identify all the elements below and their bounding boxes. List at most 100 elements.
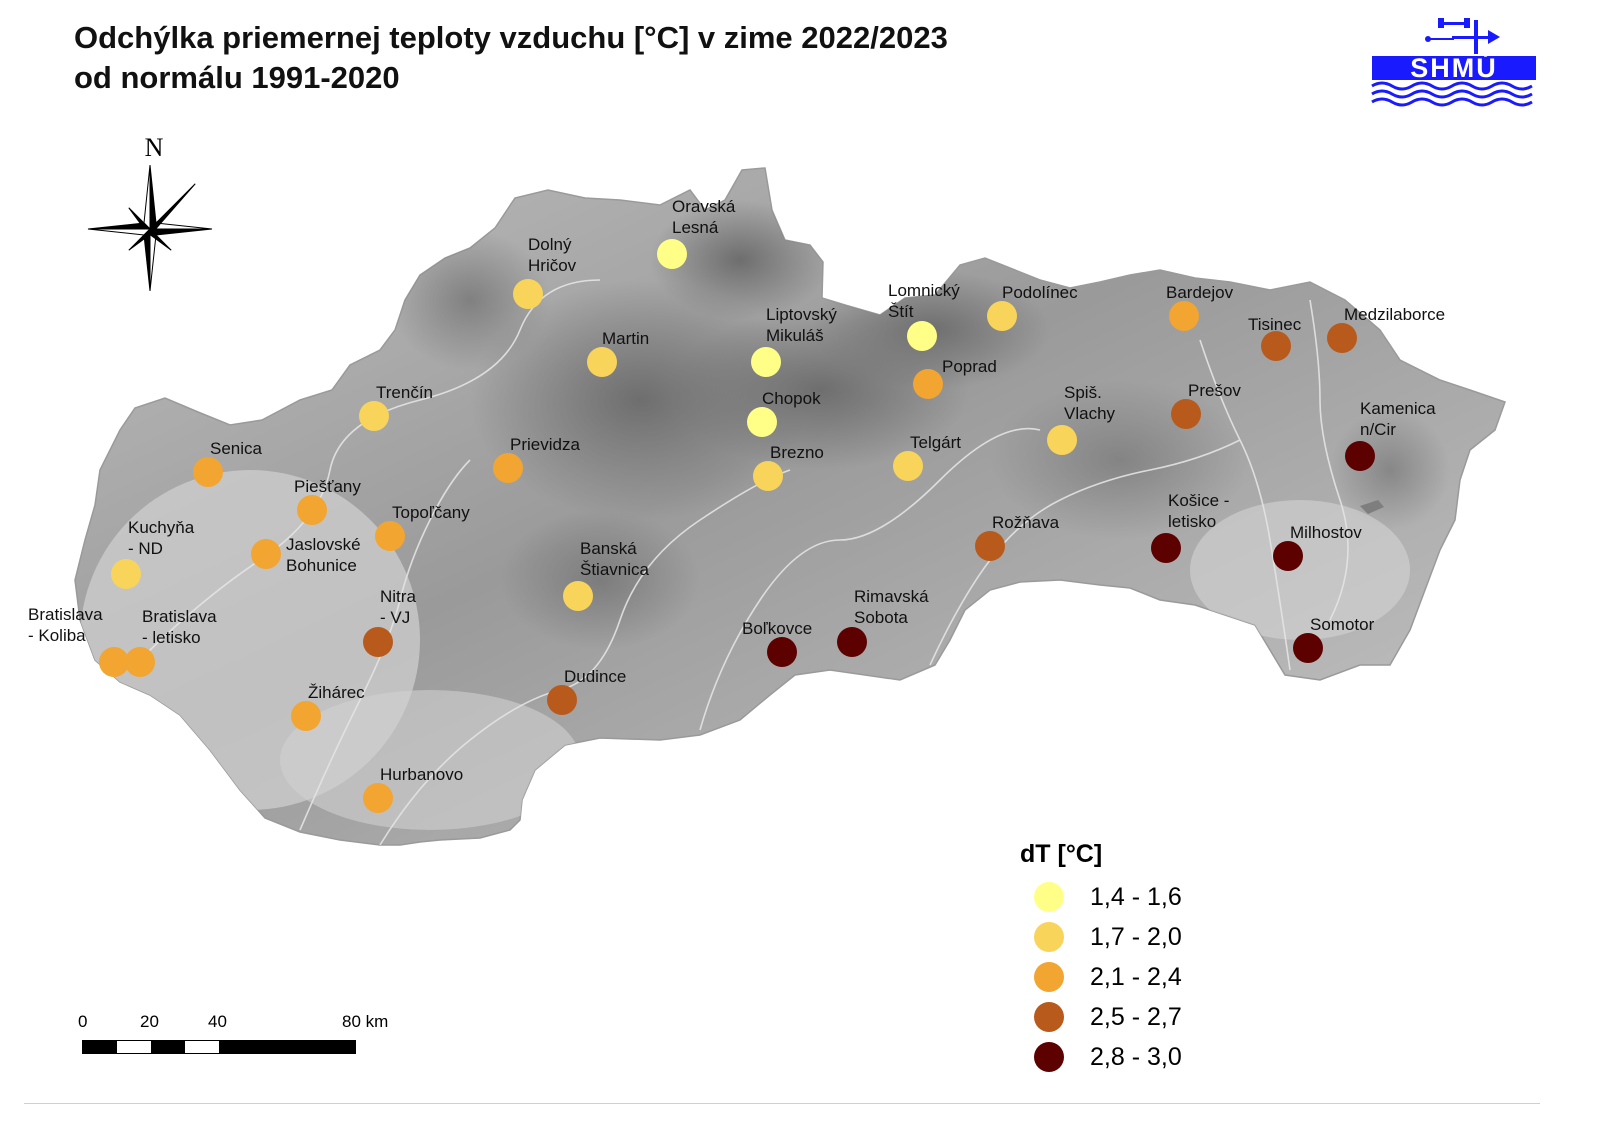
scale-label: 20	[140, 1012, 159, 1031]
north-label: N	[145, 133, 164, 162]
station-marker	[893, 451, 923, 481]
station: Prievidza	[493, 435, 580, 483]
map-title-line2: od normálu 1991-2020	[74, 60, 400, 95]
scale-bar-graphic	[82, 1040, 356, 1054]
station-marker	[251, 539, 281, 569]
station-marker	[837, 627, 867, 657]
station: Tisinec	[1248, 315, 1302, 361]
station-marker	[1171, 399, 1201, 429]
station-label: Štít	[888, 302, 914, 321]
station-marker	[375, 521, 405, 551]
legend-swatch	[1034, 1042, 1064, 1072]
station-marker	[751, 347, 781, 377]
station-label: Kuchyňa	[128, 518, 195, 537]
station-label: Dudince	[564, 667, 626, 686]
station: Oravská Lesná	[657, 197, 736, 269]
station-marker	[1293, 633, 1323, 663]
station-marker	[563, 581, 593, 611]
station: Bratislava - Koliba	[28, 605, 129, 677]
station-label: Boľkovce	[742, 619, 812, 638]
station-marker	[987, 301, 1017, 331]
station-label: Banská	[580, 539, 637, 558]
station-label: Poprad	[942, 357, 997, 376]
station: Liptovský Mikuláš	[751, 305, 837, 377]
station-label: Jaslovské	[286, 535, 361, 554]
station-marker	[975, 531, 1005, 561]
station-label: Dolný	[528, 235, 572, 254]
station: Prešov	[1171, 381, 1241, 429]
station: Senica	[193, 439, 263, 487]
station-label: Mikuláš	[766, 326, 824, 345]
station-marker	[493, 453, 523, 483]
station-marker	[587, 347, 617, 377]
legend-label: 2,8 - 3,0	[1090, 1042, 1182, 1071]
station: Telgárt	[893, 433, 961, 481]
station-label: Topoľčany	[392, 503, 470, 522]
station: Brezno	[753, 443, 824, 491]
station-label: - VJ	[380, 608, 410, 627]
station-label: Vlachy	[1064, 404, 1116, 423]
station: Bratislava - letisko	[125, 607, 217, 677]
station-label: Podolínec	[1002, 283, 1078, 302]
station-label: Bardejov	[1166, 283, 1234, 302]
station-marker	[907, 321, 937, 351]
station-marker	[1273, 541, 1303, 571]
station-label: Brezno	[770, 443, 824, 462]
station-label: Bohunice	[286, 556, 357, 575]
station-label: Liptovský	[766, 305, 837, 324]
map-title: Odchýlka priemernej teploty vzduchu [°C]…	[74, 18, 948, 98]
station: Martin	[587, 329, 649, 377]
station-marker	[753, 461, 783, 491]
station: Medzilaborce	[1327, 305, 1445, 353]
legend-label: 2,5 - 2,7	[1090, 1002, 1182, 1031]
legend-title: dT [°C]	[1020, 840, 1103, 868]
station-label: Senica	[210, 439, 263, 458]
map-title-line1: Odchýlka priemernej teploty vzduchu [°C]…	[74, 20, 948, 55]
station: Košice - letisko	[1151, 491, 1229, 563]
station: Banská Štiavnica	[563, 539, 650, 611]
station-marker	[297, 495, 327, 525]
station-marker	[547, 685, 577, 715]
legend-item: 2,8 - 3,0	[1020, 1037, 1182, 1077]
station-label: Oravská	[672, 197, 736, 216]
station-marker	[767, 637, 797, 667]
station-label: Chopok	[762, 389, 821, 408]
station-marker	[193, 457, 223, 487]
station-marker	[1345, 441, 1375, 471]
station-label: Martin	[602, 329, 649, 348]
legend-swatch	[1034, 962, 1064, 992]
station: Rožňava	[975, 513, 1060, 561]
legend-swatch	[1034, 882, 1064, 912]
legend-item: 1,7 - 2,0	[1020, 917, 1182, 957]
scale-label: 40	[208, 1012, 227, 1031]
station-marker	[513, 279, 543, 309]
station-marker	[1151, 533, 1181, 563]
station-marker	[125, 647, 155, 677]
stations-layer: Oravská Lesná Dolný Hričov Martin Liptovský Mi…	[28, 197, 1445, 813]
station-label: letisko	[1168, 512, 1216, 531]
scale-label: 80 km	[342, 1012, 389, 1031]
station: Topoľčany	[375, 503, 470, 551]
country-shape	[74, 167, 1506, 846]
legend-label: 1,4 - 1,6	[1090, 882, 1182, 911]
station-label: Štiavnica	[580, 560, 650, 579]
station-marker	[111, 559, 141, 589]
station: Kuchyňa - ND	[111, 518, 195, 589]
station-marker	[363, 783, 393, 813]
terrain-relief	[80, 200, 1450, 845]
station: Hurbanovo	[363, 765, 463, 813]
station-label: Žihárec	[308, 683, 365, 702]
station-label: - letisko	[142, 628, 201, 647]
logo-text: SHMÚ	[1410, 52, 1498, 83]
shmu-logo: SHMÚ	[1371, 18, 1536, 107]
station-label: Bratislava	[28, 605, 103, 624]
station: Somotor	[1293, 615, 1375, 663]
station-label: Lomnický	[888, 281, 960, 300]
station: Poprad	[913, 357, 997, 399]
station-label: Prievidza	[510, 435, 580, 454]
station: Chopok	[747, 389, 821, 437]
station: Jaslovské Bohunice	[251, 535, 361, 575]
station-label: Milhostov	[1290, 523, 1362, 542]
station-label: - ND	[128, 539, 163, 558]
